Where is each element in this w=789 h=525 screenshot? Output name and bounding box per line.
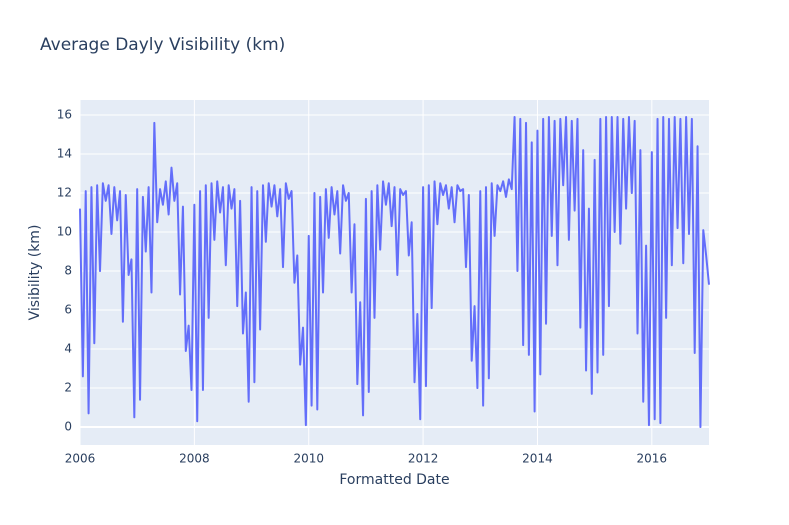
x-tick-label: 2010 <box>293 452 324 466</box>
x-tick-label: 2012 <box>408 452 439 466</box>
chart-title: Average Dayly Visibility (km) <box>40 35 285 55</box>
y-tick-label: 4 <box>64 342 72 356</box>
y-tick-label: 2 <box>64 381 72 395</box>
y-tick-label: 10 <box>57 225 72 239</box>
x-tick-label: 2006 <box>65 452 96 466</box>
y-tick-label: 6 <box>64 303 72 317</box>
x-axis-title: Formatted Date <box>339 472 449 488</box>
plot-area <box>80 100 709 445</box>
y-tick-label: 16 <box>57 108 72 122</box>
x-tick-label: 2014 <box>522 452 553 466</box>
x-tick-label: 2008 <box>179 452 210 466</box>
line-series <box>79 115 710 429</box>
y-tick-label: 14 <box>57 147 72 161</box>
y-tick-label: 12 <box>57 186 72 200</box>
y-tick-label: 8 <box>64 264 72 278</box>
marks <box>79 115 710 429</box>
x-tick-label: 2016 <box>637 452 668 466</box>
tick-labels: 0 2 4 6 8 10 12 14 16 2006 2008 2010 2012 2014 2016 <box>57 108 667 466</box>
y-tick-label: 0 <box>64 420 72 434</box>
y-axis-title: Visibility (km) <box>27 225 43 321</box>
